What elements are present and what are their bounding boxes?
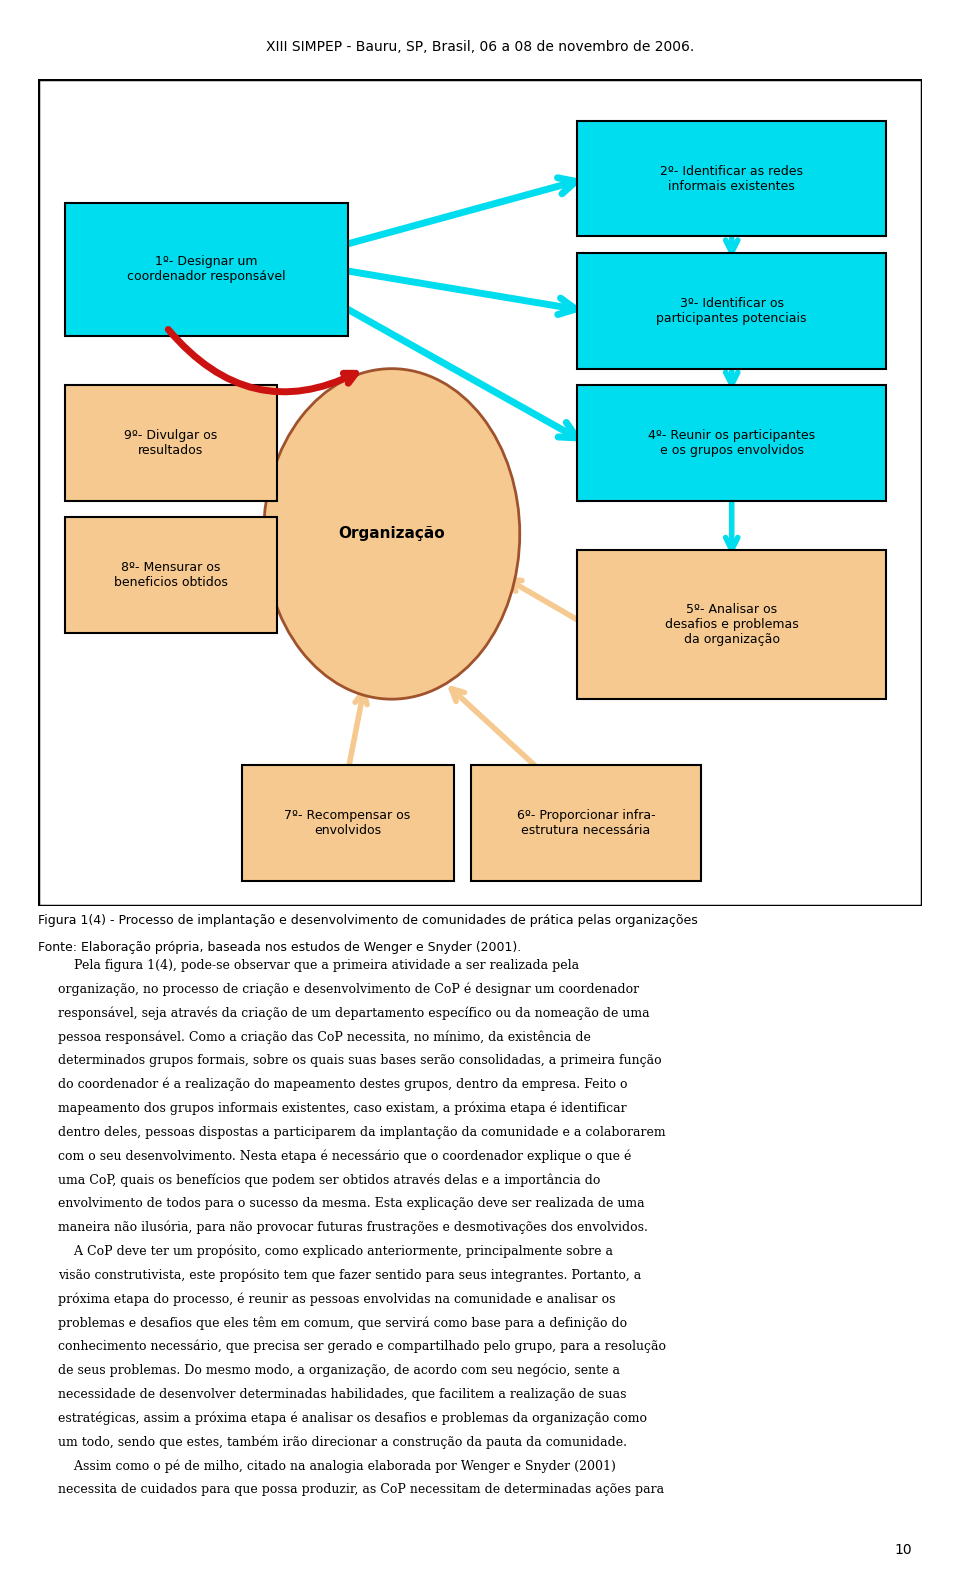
Text: 6º- Proporcionar infra-
estrutura necessária: 6º- Proporcionar infra- estrutura necess… [516,809,656,837]
Text: 5º- Analisar os
desafios e problemas
da organização: 5º- Analisar os desafios e problemas da … [665,604,799,647]
FancyBboxPatch shape [577,253,886,369]
Text: visão construtivista, este propósito tem que fazer sentido para seus integrantes: visão construtivista, este propósito tem… [58,1268,641,1282]
Text: 10: 10 [895,1543,912,1557]
Text: 7º- Recompensar os
envolvidos: 7º- Recompensar os envolvidos [284,809,411,837]
Text: conhecimento necessário, que precisa ser gerado e compartilhado pelo grupo, para: conhecimento necessário, que precisa ser… [58,1340,665,1354]
FancyBboxPatch shape [65,518,276,632]
Text: de seus problemas. Do mesmo modo, a organização, de acordo com seu negócio, sent: de seus problemas. Do mesmo modo, a orga… [58,1363,619,1378]
Text: A CoP deve ter um propósito, como explicado anteriormente, principalmente sobre : A CoP deve ter um propósito, como explic… [58,1244,612,1258]
Text: Assim como o pé de milho, citado na analogia elaborada por Wenger e Snyder (2001: Assim como o pé de milho, citado na anal… [58,1459,615,1473]
Text: estratégicas, assim a próxima etapa é analisar os desafios e problemas da organi: estratégicas, assim a próxima etapa é an… [58,1411,647,1425]
FancyArrowPatch shape [168,329,356,392]
Text: 9º- Divulgar os
resultados: 9º- Divulgar os resultados [124,429,218,458]
Text: uma CoP, quais os benefícios que podem ser obtidos através delas e a importância: uma CoP, quais os benefícios que podem s… [58,1173,600,1187]
Text: 2º- Identificar as redes
informais existentes: 2º- Identificar as redes informais exist… [660,165,804,192]
Text: necessita de cuidados para que possa produzir, as CoP necessitam de determinadas: necessita de cuidados para que possa pro… [58,1483,663,1497]
FancyBboxPatch shape [577,550,886,699]
Text: Figura 1(4) - Processo de implantação e desenvolvimento de comunidades de prátic: Figura 1(4) - Processo de implantação e … [38,914,698,926]
Text: Fonte: Elaboração própria, baseada nos estudos de Wenger e Snyder (2001).: Fonte: Elaboração própria, baseada nos e… [38,941,521,955]
Text: 4º- Reunir os participantes
e os grupos envolvidos: 4º- Reunir os participantes e os grupos … [648,429,815,458]
Text: dentro deles, pessoas dispostas a participarem da implantação da comunidade e a : dentro deles, pessoas dispostas a partic… [58,1125,665,1139]
Text: com o seu desenvolvimento. Nesta etapa é necessário que o coordenador explique o: com o seu desenvolvimento. Nesta etapa é… [58,1149,631,1163]
Text: próxima etapa do processo, é reunir as pessoas envolvidas na comunidade e analis: próxima etapa do processo, é reunir as p… [58,1292,615,1306]
FancyBboxPatch shape [65,385,276,501]
Text: XIII SIMPEP - Bauru, SP, Brasil, 06 a 08 de novembro de 2006.: XIII SIMPEP - Bauru, SP, Brasil, 06 a 08… [266,40,694,54]
Text: responsável, seja através da criação de um departamento específico ou da nomeaçã: responsável, seja através da criação de … [58,1006,649,1020]
Text: organização, no processo de criação e desenvolvimento de CoP é designar um coord: organização, no processo de criação e de… [58,982,638,996]
Text: maneira não ilusória, para não provocar futuras frustrações e desmotivações dos : maneira não ilusória, para não provocar … [58,1220,647,1235]
FancyBboxPatch shape [38,79,922,906]
Text: 1º- Designar um
coordenador responsável: 1º- Designar um coordenador responsável [127,256,285,283]
FancyBboxPatch shape [577,121,886,237]
FancyBboxPatch shape [471,766,701,880]
Text: problemas e desafios que eles têm em comum, que servirá como base para a definiç: problemas e desafios que eles têm em com… [58,1316,627,1330]
Text: um todo, sendo que estes, também irão direcionar a construção da pauta da comuni: um todo, sendo que estes, também irão di… [58,1435,627,1449]
Text: 3º- Identificar os
participantes potenciais: 3º- Identificar os participantes potenci… [657,297,807,324]
FancyBboxPatch shape [65,203,348,335]
Text: necessidade de desenvolver determinadas habilidades, que facilitem a realização : necessidade de desenvolver determinadas … [58,1387,626,1401]
FancyBboxPatch shape [577,385,886,501]
Ellipse shape [264,369,519,699]
Text: determinados grupos formais, sobre os quais suas bases serão consolidadas, a pri: determinados grupos formais, sobre os qu… [58,1054,661,1068]
Text: 8º- Mensurar os
beneficios obtidos: 8º- Mensurar os beneficios obtidos [114,561,228,590]
Text: Pela figura 1(4), pode-se observar que a primeira atividade a ser realizada pela: Pela figura 1(4), pode-se observar que a… [58,958,579,972]
Text: pessoa responsável. Como a criação das CoP necessita, no mínimo, da existência d: pessoa responsável. Como a criação das C… [58,1030,590,1044]
Text: envolvimento de todos para o sucesso da mesma. Esta explicação deve ser realizad: envolvimento de todos para o sucesso da … [58,1197,644,1211]
Text: do coordenador é a realização do mapeamento destes grupos, dentro da empresa. Fe: do coordenador é a realização do mapeame… [58,1077,627,1092]
FancyBboxPatch shape [242,766,453,880]
Text: mapeamento dos grupos informais existentes, caso existam, a próxima etapa é iden: mapeamento dos grupos informais existent… [58,1101,626,1115]
Text: Organização: Organização [338,526,445,542]
